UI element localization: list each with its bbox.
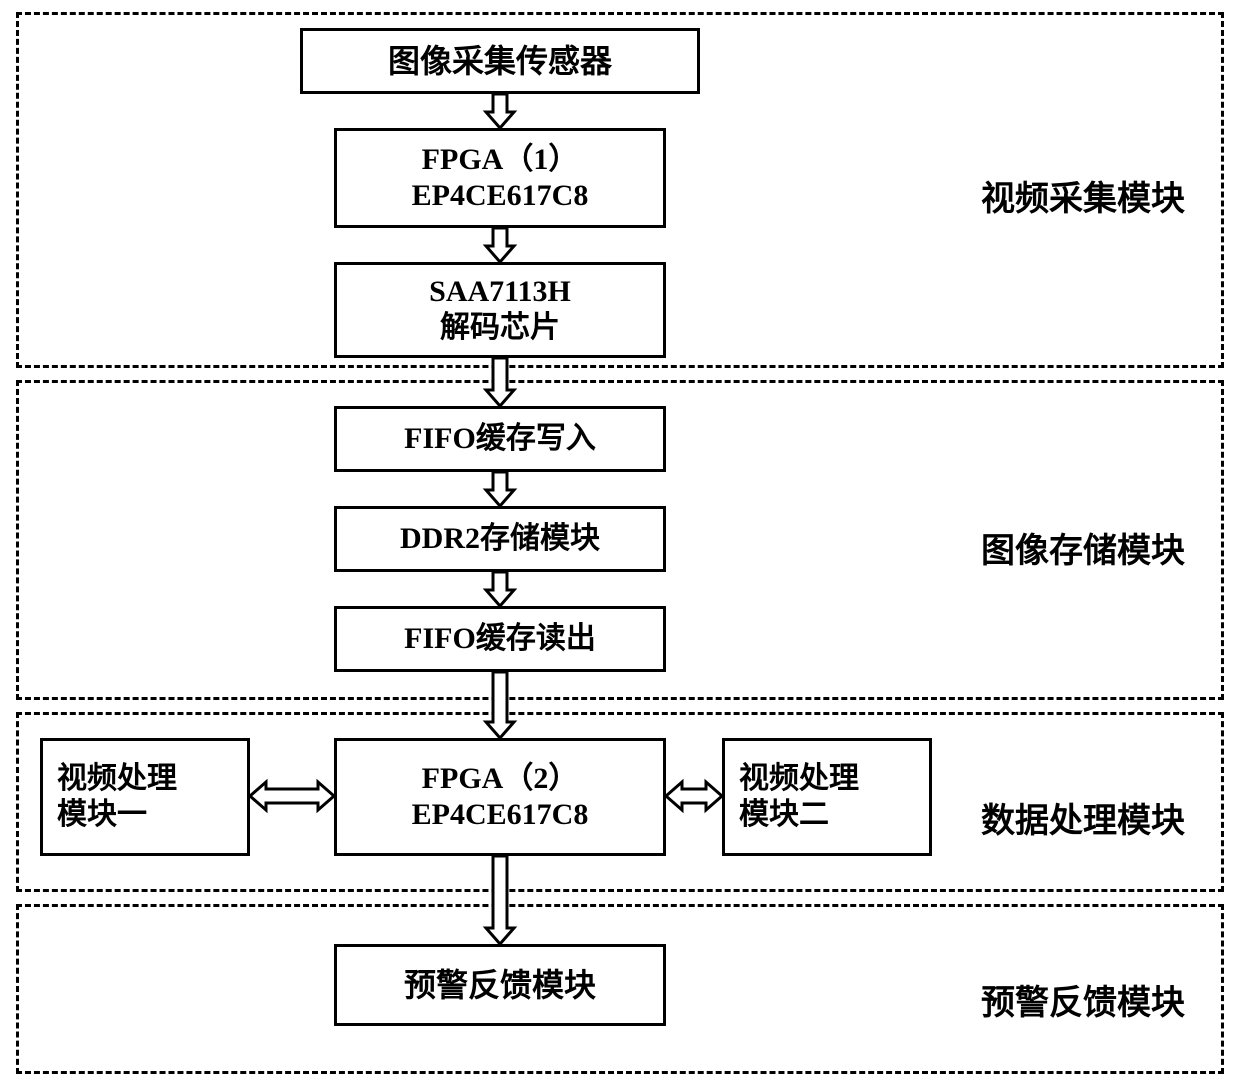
node-text: SAA7113H: [429, 274, 571, 310]
section-label-processing: 数据处理模块: [981, 793, 1185, 842]
node-alert-feedback: 预警反馈模块: [334, 944, 666, 1026]
node-saa7113h-decoder: SAA7113H 解码芯片: [334, 262, 666, 358]
node-text: 预警反馈模块: [404, 966, 596, 1004]
node-video-proc-1: 视频处理 模块一: [40, 738, 250, 856]
node-text: FIFO缓存写入: [404, 421, 596, 457]
node-text: 模块二: [739, 797, 829, 833]
node-ddr2-storage: DDR2存储模块: [334, 506, 666, 572]
node-fifo-write: FIFO缓存写入: [334, 406, 666, 472]
node-text: EP4CE617C8: [412, 797, 589, 833]
section-label-feedback: 预警反馈模块: [981, 975, 1185, 1024]
node-image-sensor: 图像采集传感器: [300, 28, 700, 94]
section-label-capture: 视频采集模块: [981, 171, 1185, 220]
node-video-proc-2: 视频处理 模块二: [722, 738, 932, 856]
node-text: 模块一: [57, 797, 147, 833]
node-fpga-2: FPGA（2） EP4CE617C8: [334, 738, 666, 856]
node-fifo-read: FIFO缓存读出: [334, 606, 666, 672]
node-text: FPGA（1）: [422, 142, 579, 178]
node-text: 图像采集传感器: [388, 42, 612, 80]
node-text: EP4CE617C8: [412, 178, 589, 214]
node-text: 解码芯片: [440, 310, 560, 346]
node-text: FPGA（2）: [422, 761, 579, 797]
section-label-storage: 图像存储模块: [981, 523, 1185, 572]
node-text: 视频处理: [739, 761, 859, 797]
node-text: DDR2存储模块: [400, 521, 600, 557]
node-text: 视频处理: [57, 761, 177, 797]
node-text: FIFO缓存读出: [404, 621, 596, 657]
node-fpga-1: FPGA（1） EP4CE617C8: [334, 128, 666, 228]
